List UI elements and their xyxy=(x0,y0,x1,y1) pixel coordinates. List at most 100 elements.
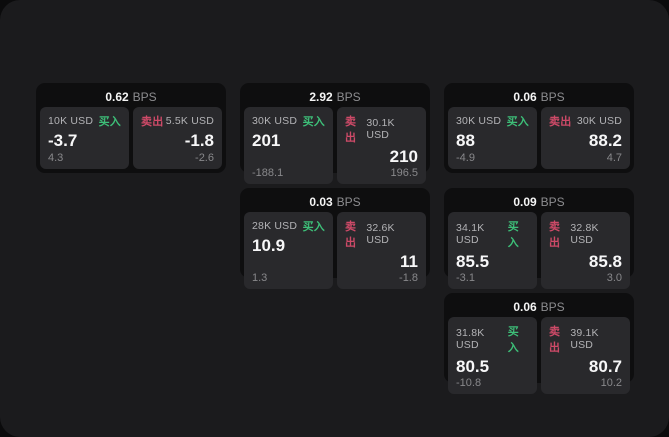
buy-label: 买入 xyxy=(302,116,325,128)
price-card: 0.03 BPS 28K USD 买入 10.9 1.3 卖出 32.6K US… xyxy=(240,188,430,289)
buy-panel[interactable]: 28K USD 买入 10.9 1.3 xyxy=(244,212,333,289)
buy-label: 买入 xyxy=(507,326,519,354)
buy-label: 买入 xyxy=(507,221,519,249)
price-card: 0.06 BPS 31.8K USD 买入 80.5 -10.8 卖出 39.1… xyxy=(444,293,634,394)
buy-sub-value: -3.1 xyxy=(456,271,475,284)
buy-price-value: 80.5 xyxy=(456,357,490,376)
sell-panel-top: 卖出 32.6K USD xyxy=(345,218,418,250)
buy-price-value: -3.7 xyxy=(48,131,78,150)
sell-panel[interactable]: 卖出 30.1K USD 210 196.5 xyxy=(337,107,426,184)
buy-sub-value: -10.8 xyxy=(456,376,482,389)
buy-panel-top: 28K USD 买入 xyxy=(252,218,325,234)
sell-panel[interactable]: 卖出 32.8K USD 85.8 3.0 xyxy=(541,212,630,289)
sell-notional-amount: 5.5K USD xyxy=(165,115,214,127)
quote-panels: 30K USD 买入 88 -4.9 卖出 30K USD 88.2 4.7 xyxy=(448,107,630,169)
buy-notional-amount: 10K USD xyxy=(48,115,94,127)
price-card: 0.09 BPS 34.1K USD 买入 85.5 -3.1 卖出 32.8K… xyxy=(444,188,634,289)
buy-sub-value: -4.9 xyxy=(456,152,475,164)
buy-panel-top: 30K USD 买入 xyxy=(252,113,325,129)
bps-value: 0.06 xyxy=(513,89,537,104)
buy-notional-amount: 34.1K USD xyxy=(456,222,485,246)
bps-unit-label: BPS xyxy=(132,89,157,104)
buy-notional-amount: 30K USD xyxy=(456,115,502,127)
buy-price-value: 201 xyxy=(252,131,281,150)
sell-panel-top: 卖出 5.5K USD xyxy=(141,113,214,129)
sell-notional-amount: 32.8K USD xyxy=(570,222,599,246)
sell-panel[interactable]: 卖出 30K USD 88.2 4.7 xyxy=(541,107,630,169)
bps-unit-label: BPS xyxy=(336,89,361,104)
sell-panel-top: 卖出 32.8K USD xyxy=(549,218,622,250)
sell-panel-top: 卖出 30K USD xyxy=(549,113,622,129)
buy-panel-top: 10K USD 买入 xyxy=(48,113,121,129)
buy-sub-value: 4.3 xyxy=(48,152,64,164)
buy-panel[interactable]: 30K USD 买入 201 -188.1 xyxy=(244,107,333,184)
buy-panel-top: 34.1K USD 买入 xyxy=(456,218,529,250)
buy-panel[interactable]: 31.8K USD 买入 80.5 -10.8 xyxy=(448,317,537,394)
buy-price-value: 10.9 xyxy=(252,236,286,255)
card-header: 0.62 BPS xyxy=(40,86,222,107)
sell-price-value: 88.2 xyxy=(588,131,622,150)
sell-notional-amount: 30.1K USD xyxy=(366,117,395,141)
sell-label: 卖出 xyxy=(549,116,572,128)
quote-panels: 31.8K USD 买入 80.5 -10.8 卖出 39.1K USD 80.… xyxy=(448,317,630,394)
sell-panel-top: 卖出 39.1K USD xyxy=(549,323,622,355)
sell-sub-value: 196.5 xyxy=(390,166,418,179)
sell-panel[interactable]: 卖出 39.1K USD 80.7 10.2 xyxy=(541,317,630,394)
sell-panel-top: 卖出 30.1K USD xyxy=(345,113,418,145)
card-header: 2.92 BPS xyxy=(244,86,426,107)
sell-notional-amount: 32.6K USD xyxy=(366,222,395,246)
bps-unit-label: BPS xyxy=(336,194,361,209)
buy-panel[interactable]: 10K USD 买入 -3.7 4.3 xyxy=(40,107,129,169)
buy-panel-top: 30K USD 买入 xyxy=(456,113,529,129)
buy-label: 买入 xyxy=(302,221,325,233)
quote-panels: 10K USD 买入 -3.7 4.3 卖出 5.5K USD -1.8 -2.… xyxy=(40,107,222,169)
sell-sub-value: 3.0 xyxy=(606,271,622,284)
sell-price-value: -1.8 xyxy=(184,131,214,150)
buy-price-value: 88 xyxy=(456,131,475,150)
price-card: 0.06 BPS 30K USD 买入 88 -4.9 卖出 30K USD 8… xyxy=(444,83,634,173)
buy-label: 买入 xyxy=(506,116,529,128)
sell-price-value: 80.7 xyxy=(588,357,622,376)
sell-price-value: 85.8 xyxy=(588,252,622,271)
sell-sub-value: 10.2 xyxy=(600,376,622,389)
buy-notional-amount: 30K USD xyxy=(252,115,298,127)
sell-label: 卖出 xyxy=(141,116,164,128)
bps-value: 0.06 xyxy=(513,299,537,314)
buy-label: 买入 xyxy=(98,116,121,128)
sell-label: 卖出 xyxy=(345,221,357,249)
sell-sub-value: -2.6 xyxy=(195,152,214,164)
sell-panel[interactable]: 卖出 5.5K USD -1.8 -2.6 xyxy=(133,107,222,169)
sell-label: 卖出 xyxy=(549,326,561,354)
card-header: 0.06 BPS xyxy=(448,296,630,317)
sell-price-value: 210 xyxy=(389,147,418,166)
bps-value: 2.92 xyxy=(309,89,333,104)
sell-label: 卖出 xyxy=(345,116,357,144)
card-header: 0.03 BPS xyxy=(244,191,426,212)
quote-panels: 28K USD 买入 10.9 1.3 卖出 32.6K USD 11 -1.8 xyxy=(244,212,426,289)
buy-panel-top: 31.8K USD 买入 xyxy=(456,323,529,355)
quote-panels: 34.1K USD 买入 85.5 -3.1 卖出 32.8K USD 85.8… xyxy=(448,212,630,289)
card-header: 0.06 BPS xyxy=(448,86,630,107)
bps-unit-label: BPS xyxy=(540,89,565,104)
bps-value: 0.03 xyxy=(309,194,333,209)
buy-notional-amount: 31.8K USD xyxy=(456,327,485,351)
bps-unit-label: BPS xyxy=(540,194,565,209)
price-card: 2.92 BPS 30K USD 买入 201 -188.1 卖出 30.1K … xyxy=(240,83,430,184)
sell-notional-amount: 30K USD xyxy=(576,115,622,127)
buy-panel[interactable]: 30K USD 买入 88 -4.9 xyxy=(448,107,537,169)
buy-sub-value: -188.1 xyxy=(252,166,284,179)
buy-sub-value: 1.3 xyxy=(252,271,268,284)
bps-value: 0.09 xyxy=(513,194,537,209)
sell-panel[interactable]: 卖出 32.6K USD 11 -1.8 xyxy=(337,212,426,289)
quote-panels: 30K USD 买入 201 -188.1 卖出 30.1K USD 210 1… xyxy=(244,107,426,184)
price-card: 0.62 BPS 10K USD 买入 -3.7 4.3 卖出 5.5K USD… xyxy=(36,83,226,173)
buy-panel[interactable]: 34.1K USD 买入 85.5 -3.1 xyxy=(448,212,537,289)
buy-notional-amount: 28K USD xyxy=(252,220,298,232)
buy-price-value: 85.5 xyxy=(456,252,490,271)
sell-notional-amount: 39.1K USD xyxy=(570,327,599,351)
sell-price-value: 11 xyxy=(400,252,418,271)
pricing-card-grid: 0.62 BPS 10K USD 买入 -3.7 4.3 卖出 5.5K USD… xyxy=(36,83,634,394)
sell-sub-value: -1.8 xyxy=(399,271,418,284)
sell-sub-value: 4.7 xyxy=(606,152,622,164)
bps-value: 0.62 xyxy=(105,89,129,104)
